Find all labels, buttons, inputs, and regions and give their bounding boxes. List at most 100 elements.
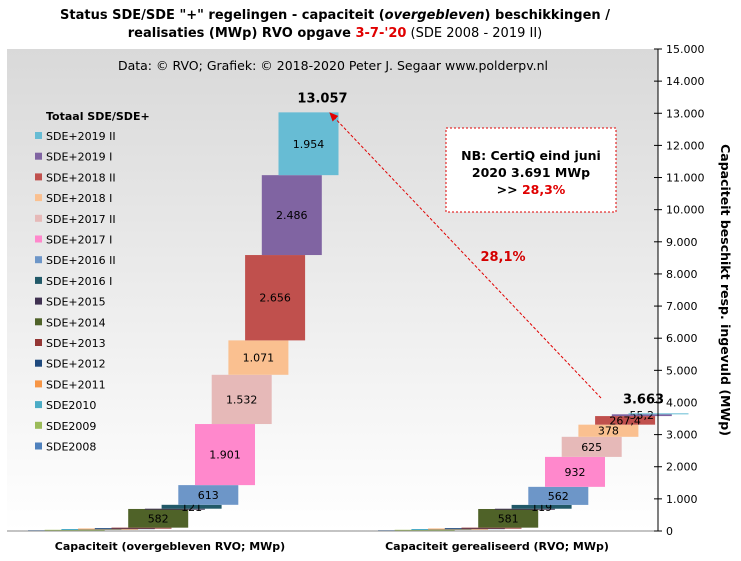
legend-swatch-sde2008 <box>35 442 42 450</box>
x-category-label-1: Capaciteit (overgebleven RVO; MWp) <box>55 540 285 553</box>
bar-1-sde-2018-ii <box>245 255 306 341</box>
y-tick-label: 1.000 <box>666 493 698 506</box>
total-label-1: 13.057 <box>297 91 347 106</box>
legend-label-sde-2019-ii: SDE+2019 II <box>46 130 116 143</box>
y-tick-label: 3.000 <box>666 429 698 442</box>
legend-swatch-sde-2011 <box>35 380 42 388</box>
legend-swatch-sde-2017-i <box>35 235 42 243</box>
bar-1-sde-2014 <box>128 508 189 528</box>
y-tick-label: 11.000 <box>666 172 705 185</box>
y-tick-label: 5.000 <box>666 364 698 377</box>
legend-label-sde-2016-i: SDE+2016 I <box>46 275 112 288</box>
legend-label-sde-2017-ii: SDE+2017 II <box>46 213 116 226</box>
y-tick-label: 2.000 <box>666 461 698 474</box>
legend-swatch-sde-2016-ii <box>35 256 42 264</box>
legend-swatch-sde-2013 <box>35 339 42 346</box>
y-tick-label: 8.000 <box>666 268 698 281</box>
bar-2-sde-2017-i <box>545 456 605 487</box>
bars: 5821216131.9011.5321.0712.6562.4861.9541… <box>28 91 689 532</box>
bar-label-1-sde-2019-i: 2.486 <box>276 209 308 222</box>
note-line2: 2020 3.691 MWp <box>472 165 590 180</box>
bar-label-1-sde-2014: 582 <box>148 512 169 525</box>
bar-label-2-sde-2016-ii: 562 <box>548 490 569 503</box>
y-tick-label: 14.000 <box>666 75 705 88</box>
bar-label-2-sde-2014: 581 <box>498 512 519 525</box>
legend-label-sde-2018-ii: SDE+2018 II <box>46 171 116 184</box>
bar-label-2-sde-2017-ii: 625 <box>581 441 602 454</box>
bar-1-sde-2019-i <box>261 175 322 256</box>
y-tick-label: 6.000 <box>666 332 698 345</box>
bar-label-1-sde-2019-ii: 1.954 <box>293 138 325 151</box>
y-axis: 0 1.000 2.000 3.000 4.000 5.000 6.000 7.000 8.00… <box>7 43 705 538</box>
legend-label-sde-2019-i: SDE+2019 I <box>46 151 112 164</box>
legend-label-sde2009: SDE2009 <box>46 420 96 433</box>
legend-header: Totaal SDE/SDE+ <box>46 110 150 123</box>
legend-label-sde-2018-i: SDE+2018 I <box>46 192 112 205</box>
bar-label-2-sde-2019-i: 55,2 <box>630 409 655 422</box>
bar-1-sde-2013 <box>111 527 172 529</box>
y-tick-label: 13.000 <box>666 107 705 120</box>
bar-1-sde-2016-i <box>161 504 222 509</box>
legend-label-sde-2016-ii: SDE+2016 II <box>46 254 116 267</box>
note-box: NB: CertiQ eind juni 2020 3.691 MWp >> 2… <box>445 127 617 213</box>
bar-label-2-sde-2018-i: 378 <box>598 425 619 438</box>
bar-2-sde-2018-ii <box>595 416 656 425</box>
bar-1-sde2009 <box>44 529 105 531</box>
bar-2-sde-2016-ii <box>528 486 589 505</box>
bar-label-1-sde-2018-ii: 2.656 <box>259 292 291 305</box>
bar-2-sde-2014 <box>478 508 539 528</box>
legend-swatch-sde-2018-i <box>35 194 42 202</box>
legend-label-sde-2011: SDE+2011 <box>46 378 106 391</box>
bar-2-sde-2017-ii <box>561 436 622 457</box>
total-label-2: 3.663 <box>623 392 664 407</box>
note-border <box>445 127 617 213</box>
legend-label-sde2010: SDE2010 <box>46 399 96 412</box>
legend-label-sde-2012: SDE+2012 <box>46 358 106 371</box>
legend-swatch-sde-2015 <box>35 297 42 305</box>
bar-2-sde-2015 <box>494 508 555 510</box>
y-tick-label: 12.000 <box>666 139 705 152</box>
y-tick-label: 7.000 <box>666 300 698 313</box>
legend-swatch-sde2009 <box>35 421 42 429</box>
legend-label-sde-2015: SDE+2015 <box>46 296 106 309</box>
bar-label-1-sde-2017-i: 1.901 <box>209 449 241 462</box>
bar-2-sde-2019-i <box>611 414 672 417</box>
legend-label-sde2008: SDE2008 <box>46 441 96 454</box>
legend-label-sde-2013: SDE+2013 <box>46 337 106 350</box>
legend-swatch-sde-2016-i <box>35 276 42 284</box>
bar-2-sde-2016-i <box>511 504 572 509</box>
bar-1-sde-2015 <box>144 508 205 510</box>
bar-label-1-sde-2018-i: 1.071 <box>243 352 275 365</box>
bar-1-sde-2019-ii <box>278 112 339 176</box>
y-tick-label: 4.000 <box>666 396 698 409</box>
bar-1-sde-2016-ii <box>178 485 239 505</box>
chart-title-line1: Status SDE/SDE "+" regelingen - capacite… <box>60 8 610 23</box>
y-tick-label: 0 <box>666 525 673 538</box>
note-line3: >> 28,3% <box>497 182 566 197</box>
bar-label-1-sde-2016-ii: 613 <box>198 489 219 502</box>
legend-swatch-sde-2012 <box>35 359 42 367</box>
legend-swatch-sde2010 <box>35 401 42 409</box>
bar-2-sde2009 <box>394 529 455 531</box>
chart-title-line2: realisaties (MWp) RVO opgave 3-7-'20 (SD… <box>128 26 542 41</box>
legend-swatch-sde-2019-ii <box>35 132 42 139</box>
bar-1-sde-2017-i <box>195 424 255 486</box>
y-tick-label: 15.000 <box>666 43 705 56</box>
bar-label-1-sde-2017-ii: 1.532 <box>226 393 258 406</box>
legend-swatch-sde-2017-ii <box>35 214 42 222</box>
legend-label-sde-2014: SDE+2014 <box>46 316 106 329</box>
bar-2-sde-2018-i <box>578 424 639 437</box>
legend-swatch-sde-2014 <box>35 318 42 326</box>
note-line1: NB: CertiQ eind juni <box>461 148 601 163</box>
bar-label-2-sde-2017-i: 932 <box>565 466 586 479</box>
x-axis-categories: Capaciteit (overgebleven RVO; MWp) Capaci… <box>55 540 609 553</box>
x-category-label-2: Capaciteit gerealiseerd (RVO; MWp) <box>385 540 609 553</box>
ratio-arrow <box>329 112 602 399</box>
legend-swatch-sde-2019-i <box>35 152 42 160</box>
y-tick-label: 10.000 <box>666 204 705 217</box>
legend-label-sde-2017-i: SDE+2017 I <box>46 234 112 247</box>
y-axis-label: Capaciteit beschikt resp. ingevuld (MWp) <box>718 144 733 436</box>
bar-label-2-sde-2018-ii: 267,4 <box>609 414 641 427</box>
legend: Totaal SDE/SDE+ SDE+2019 II SDE+2019 I SDE… <box>35 110 150 454</box>
